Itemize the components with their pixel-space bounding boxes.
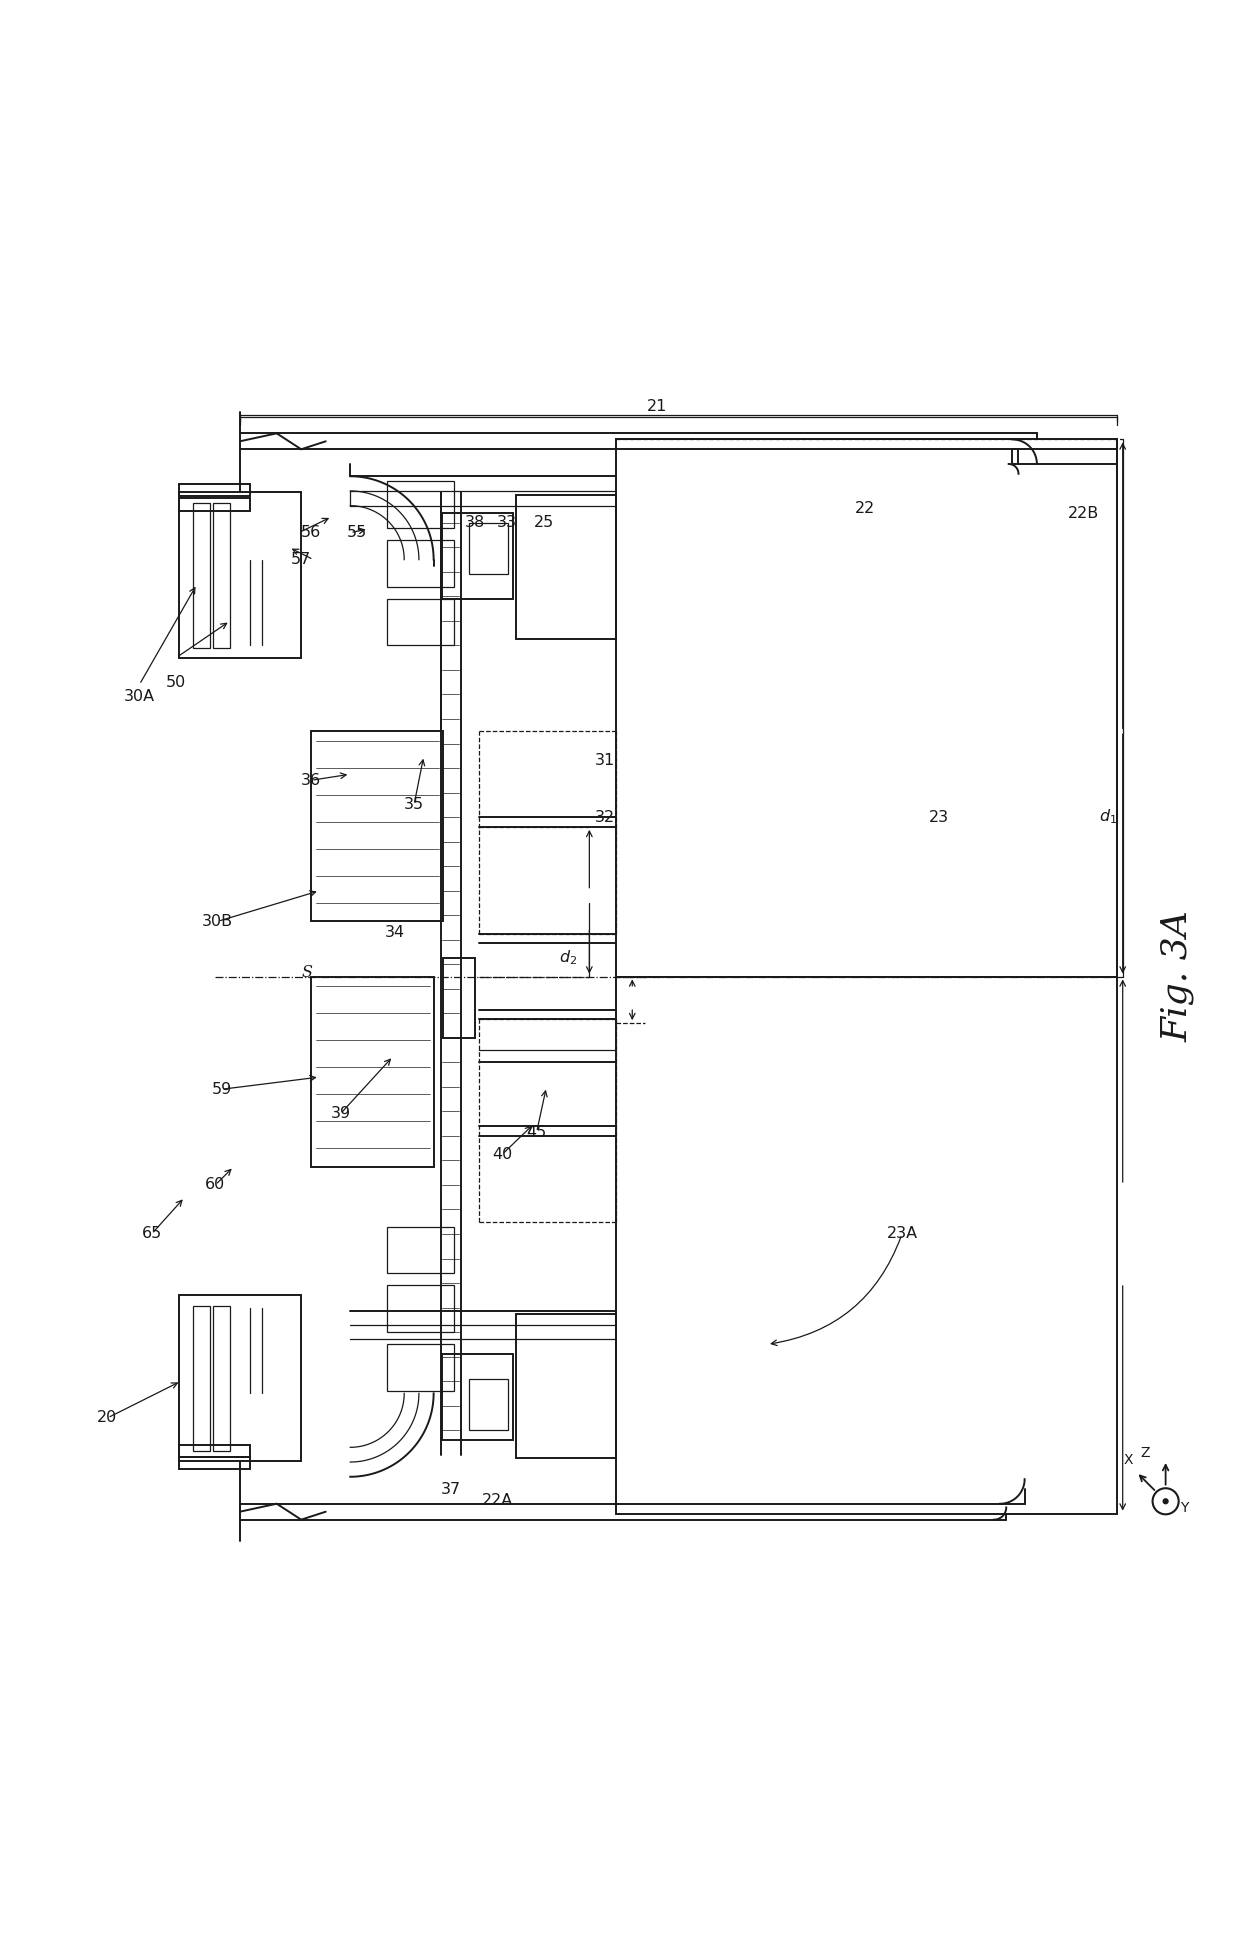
- Bar: [193, 1307, 211, 1451]
- Bar: [387, 539, 455, 586]
- Text: 22B: 22B: [1068, 506, 1099, 521]
- Bar: [179, 498, 249, 510]
- Text: 55: 55: [346, 525, 367, 541]
- Bar: [193, 504, 211, 648]
- Text: 22: 22: [856, 500, 875, 516]
- Bar: [616, 976, 1116, 1514]
- Bar: [179, 484, 249, 496]
- Text: 38: 38: [465, 516, 485, 531]
- Bar: [469, 523, 508, 574]
- Bar: [387, 480, 455, 527]
- Text: X: X: [1123, 1453, 1132, 1467]
- Bar: [179, 492, 301, 658]
- Bar: [213, 1307, 231, 1451]
- Text: 39: 39: [330, 1105, 351, 1121]
- Bar: [311, 730, 444, 922]
- Bar: [387, 1344, 455, 1391]
- Text: 20: 20: [98, 1410, 118, 1426]
- Bar: [443, 1353, 513, 1439]
- Text: Z: Z: [1141, 1445, 1149, 1459]
- Text: $d_1$: $d_1$: [1099, 809, 1117, 826]
- Text: 22A: 22A: [482, 1492, 513, 1508]
- Text: 57: 57: [291, 553, 311, 566]
- Text: 65: 65: [141, 1226, 161, 1242]
- Text: 34: 34: [384, 926, 404, 939]
- Text: 25: 25: [534, 516, 554, 531]
- Text: 60: 60: [206, 1178, 226, 1193]
- Text: 45: 45: [527, 1125, 547, 1141]
- Bar: [616, 439, 1116, 976]
- Bar: [443, 514, 513, 600]
- Bar: [179, 1445, 249, 1457]
- Text: 56: 56: [301, 525, 321, 541]
- Text: 50: 50: [166, 674, 186, 689]
- Text: 23A: 23A: [887, 1226, 918, 1242]
- Bar: [179, 1295, 301, 1461]
- Bar: [213, 504, 231, 648]
- Text: 21: 21: [646, 398, 667, 414]
- Text: $d_2$: $d_2$: [559, 949, 578, 967]
- Bar: [516, 1314, 616, 1459]
- Bar: [469, 1379, 508, 1430]
- Text: 32: 32: [595, 810, 615, 824]
- Bar: [516, 494, 616, 639]
- Bar: [311, 976, 434, 1166]
- Bar: [387, 600, 455, 644]
- Text: 31: 31: [595, 754, 615, 768]
- Text: Y: Y: [1180, 1500, 1189, 1516]
- Bar: [387, 1285, 455, 1332]
- Text: S: S: [301, 965, 312, 980]
- Text: 40: 40: [492, 1146, 512, 1162]
- Bar: [444, 959, 475, 1037]
- Text: 59: 59: [211, 1082, 232, 1098]
- Bar: [179, 1457, 249, 1469]
- Text: 35: 35: [404, 797, 424, 812]
- Text: 23: 23: [929, 810, 949, 824]
- Text: 30A: 30A: [124, 689, 155, 705]
- Text: 36: 36: [301, 773, 321, 787]
- Text: 30B: 30B: [202, 914, 233, 930]
- Text: 37: 37: [440, 1482, 461, 1496]
- Text: 33: 33: [497, 516, 517, 531]
- Bar: [387, 1226, 455, 1273]
- Circle shape: [1163, 1498, 1168, 1504]
- Text: Fig. 3A: Fig. 3A: [1161, 910, 1195, 1043]
